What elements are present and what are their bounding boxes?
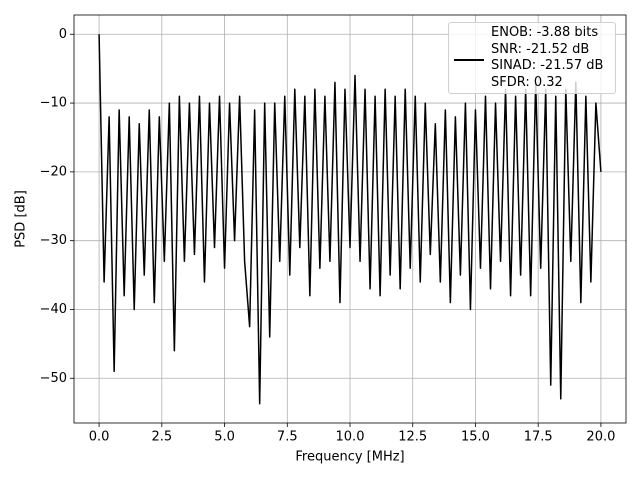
x-tick-label: 10.0: [336, 430, 365, 445]
y-tick-label: −20: [40, 164, 67, 179]
y-tick-label: 0: [59, 27, 67, 42]
y-axis-label: PSD [dB]: [14, 190, 29, 248]
x-tick-label: 17.5: [524, 430, 553, 445]
y-tick-label: −50: [40, 371, 67, 386]
y-tick-label: −30: [40, 233, 67, 248]
x-tick-label: 7.5: [277, 430, 298, 445]
data-line: [98, 34, 602, 405]
x-axis-label: Frequency [MHz]: [295, 450, 404, 465]
y-tick-label: −40: [40, 302, 67, 317]
y-tick-label: −10: [40, 96, 67, 111]
x-tick-label: 15.0: [461, 430, 490, 445]
plot-frame: [73, 14, 627, 424]
legend: ENOB: -3.88 bits SNR: -21.52 dB SINAD: -…: [448, 22, 616, 94]
x-tick-label: 2.5: [151, 430, 172, 445]
x-tick-label: 12.5: [398, 430, 427, 445]
x-tick-label: 5.0: [214, 430, 235, 445]
legend-label: ENOB: -3.88 bits SNR: -21.52 dB SINAD: -…: [491, 25, 604, 90]
legend-swatch: [454, 59, 484, 61]
x-tick-label: 20.0: [586, 430, 615, 445]
x-tick-label: 0.0: [89, 430, 110, 445]
